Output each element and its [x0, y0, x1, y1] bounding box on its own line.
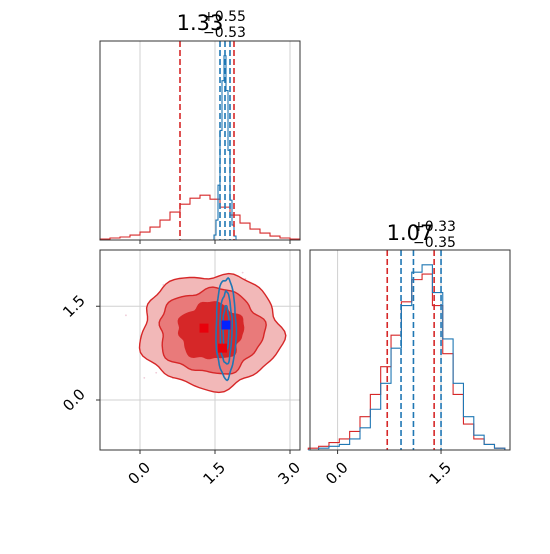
top-left-title-minus: −0.53	[203, 25, 246, 41]
joint-red-contour-2	[177, 301, 245, 360]
joint-ytick-label-0: 0.0	[59, 385, 89, 415]
joint-point-red-102	[241, 271, 244, 274]
joint-markers	[199, 320, 231, 353]
bottom-right-xtick-label-0: 0.0	[322, 458, 352, 488]
top-left-histograms	[99, 55, 301, 240]
bottom-right-title-plus: +0.33	[413, 219, 456, 235]
joint-xtick-label-0: 0.0	[124, 458, 154, 488]
joint-point-red-14	[125, 314, 127, 317]
bottom-right-ticks: 0.0 1.5	[322, 450, 455, 488]
top-left-title-plus: +0.55	[203, 9, 246, 25]
joint-blue-contour-1	[219, 289, 233, 365]
bottom-right-title: 1.07	[387, 221, 434, 245]
top-left-hist-series-0	[99, 194, 301, 240]
top-left-frame	[99, 40, 301, 241]
bottom-right-marginal-panel: 0.0 1.5 1.07 +0.33 −0.35	[307, 219, 511, 488]
top-left-ticks	[139, 240, 291, 244]
bottom-right-histograms	[307, 264, 506, 451]
joint-xtick-label-1: 1.5	[199, 458, 229, 488]
top-left-marginal-panel: 1.33 +0.55 −0.53	[99, 9, 301, 244]
joint-blue-marker-0	[221, 320, 231, 330]
bottom-right-xtick-label-1: 1.5	[426, 458, 456, 488]
joint-point-red-46	[143, 376, 146, 379]
bottom-right-hist-series-1	[308, 264, 506, 451]
bottom-right-title-minus: −0.35	[413, 235, 456, 251]
bottom-left-joint-panel: 0.0 1.5 3.0 0.0 1.5	[59, 249, 304, 488]
bottom-right-title-value: 1.07	[387, 221, 434, 245]
joint-contours	[138, 272, 287, 394]
joint-frame	[99, 249, 301, 451]
top-left-title: 1.33	[177, 11, 224, 35]
joint-red-marker-0	[199, 323, 209, 333]
top-left-quantile-lines	[179, 41, 235, 240]
top-left-title-value: 1.33	[177, 11, 224, 35]
joint-red-marker-1	[218, 343, 227, 353]
joint-xtick-label-2: 3.0	[274, 458, 304, 488]
bottom-right-quantile-lines	[386, 250, 442, 450]
bottom-right-grid	[337, 250, 442, 450]
joint-ytick-label-1: 1.5	[59, 291, 89, 321]
bottom-right-frame	[309, 249, 511, 451]
joint-blue-contour-0	[215, 276, 238, 382]
top-left-grid	[139, 41, 291, 240]
joint-point-red-105	[155, 371, 158, 374]
